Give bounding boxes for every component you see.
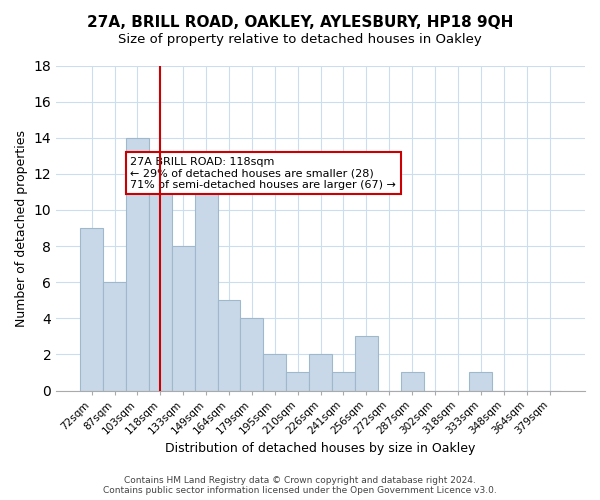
Bar: [309, 354, 332, 390]
Y-axis label: Number of detached properties: Number of detached properties: [15, 130, 28, 326]
Text: Contains HM Land Registry data © Crown copyright and database right 2024.
Contai: Contains HM Land Registry data © Crown c…: [103, 476, 497, 495]
Bar: [218, 300, 241, 390]
Bar: [126, 138, 149, 390]
Text: Size of property relative to detached houses in Oakley: Size of property relative to detached ho…: [118, 32, 482, 46]
Bar: [469, 372, 492, 390]
Text: 27A BRILL ROAD: 118sqm
← 29% of detached houses are smaller (28)
71% of semi-det: 27A BRILL ROAD: 118sqm ← 29% of detached…: [130, 156, 396, 190]
Bar: [332, 372, 355, 390]
Bar: [355, 336, 378, 390]
Bar: [103, 282, 126, 391]
Bar: [263, 354, 286, 390]
Bar: [172, 246, 194, 390]
Bar: [149, 156, 172, 390]
Bar: [286, 372, 309, 390]
Bar: [194, 156, 218, 390]
Bar: [241, 318, 263, 390]
Bar: [80, 228, 103, 390]
Bar: [401, 372, 424, 390]
Text: 27A, BRILL ROAD, OAKLEY, AYLESBURY, HP18 9QH: 27A, BRILL ROAD, OAKLEY, AYLESBURY, HP18…: [87, 15, 513, 30]
X-axis label: Distribution of detached houses by size in Oakley: Distribution of detached houses by size …: [166, 442, 476, 455]
